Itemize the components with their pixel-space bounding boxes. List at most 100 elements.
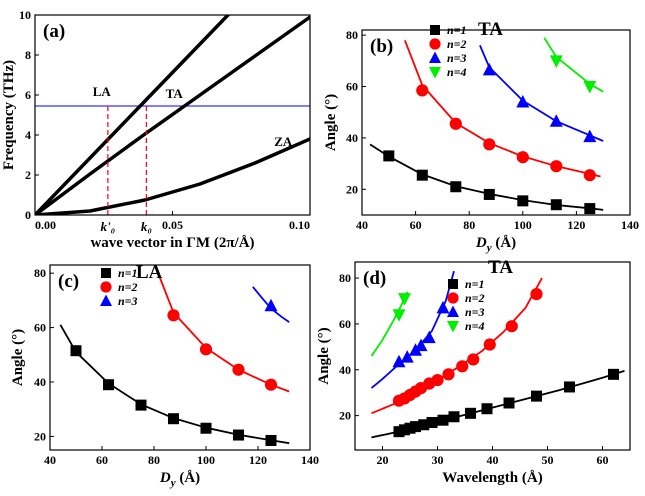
data-point [608, 368, 619, 380]
x-tick-label: 120 [567, 218, 585, 232]
y-axis-label: Angle (°) [316, 327, 332, 384]
legend-marker [448, 279, 458, 289]
y-tick-label: 80 [339, 271, 351, 285]
legend-label: n=3 [118, 294, 138, 308]
data-point [431, 373, 444, 387]
marker-label: k'₀ [101, 219, 116, 234]
data-point [265, 434, 277, 446]
data-point [199, 343, 213, 356]
data-point [103, 379, 114, 391]
data-point [456, 360, 469, 373]
data-point [483, 188, 495, 200]
data-point [584, 203, 596, 215]
y-tick-label: 40 [346, 131, 358, 145]
fit-curve [543, 37, 604, 93]
legend-marker [447, 292, 459, 304]
y-tick-label: 60 [346, 80, 358, 94]
y-tick-label: 40 [339, 363, 351, 377]
axes-frame [354, 261, 631, 451]
legend-label: n=1 [118, 266, 138, 280]
fit-curve [158, 275, 290, 393]
data-point [422, 330, 436, 344]
data-point [531, 390, 542, 402]
x-tick-label: 40 [356, 218, 368, 232]
y-tick-label: 20 [339, 409, 351, 423]
x-tick-label: 60 [597, 453, 609, 467]
chart-title: TA [488, 257, 513, 278]
x-tick-label: 60 [410, 218, 422, 232]
data-point [549, 55, 563, 68]
x-axis-label-unit: (Å) [492, 235, 517, 251]
chart-panel-d: 20 30 40 50 60 20 40 60 80 (d) Angle (°) Wavelength… [316, 257, 631, 486]
legend-marker [430, 25, 440, 35]
data-point [583, 81, 597, 94]
curve-annotation: LA [93, 84, 112, 99]
curve-annotation: ZA [274, 134, 293, 149]
plot-area [35, 15, 310, 215]
data-point [200, 422, 212, 434]
data-point [530, 287, 543, 301]
plot-area [369, 37, 604, 215]
x-axis-label: Wavelength (Å) [442, 470, 542, 486]
x-axis-label-var: D [159, 470, 171, 486]
legend-marker [429, 67, 441, 79]
data-point [264, 298, 278, 312]
plot-area [370, 270, 625, 439]
chart-title: LA [136, 262, 163, 283]
y-tick-label: 20 [346, 182, 358, 196]
x-tick-label: 50 [542, 453, 554, 467]
data-point [481, 403, 493, 415]
chart-title: TA [478, 19, 503, 40]
x-tick-label: 40 [44, 453, 56, 467]
panel-label: (a) [43, 21, 65, 42]
data-point [436, 300, 450, 314]
data-point [503, 397, 515, 409]
series-line-la [35, 15, 231, 215]
y-tick-label: 6 [25, 88, 31, 102]
data-point [398, 293, 411, 306]
legend-marker [101, 268, 111, 278]
data-point [392, 309, 406, 322]
y-tick-label: 0 [25, 208, 31, 222]
x-tick-label: 60 [96, 453, 108, 467]
legend-marker [429, 38, 441, 50]
data-point [418, 419, 430, 431]
fit-curve [370, 291, 409, 357]
data-point [448, 411, 460, 423]
data-point [410, 421, 421, 433]
data-point [233, 429, 244, 441]
data-point [416, 84, 429, 97]
data-point [467, 353, 480, 366]
legend-label: n=2 [465, 291, 485, 305]
data-point [550, 199, 562, 211]
x-tick-label: 80 [148, 453, 160, 467]
data-point [465, 407, 476, 419]
x-axis-label-sub: y [485, 242, 492, 254]
y-tick-label: 40 [34, 375, 46, 389]
x-axis-label-var: D [475, 235, 487, 251]
y-axis-label: Frequency (THz) [1, 60, 17, 170]
x-axis-label-sub: y [169, 477, 176, 489]
legend-label: n=3 [465, 305, 485, 319]
data-point [482, 62, 496, 76]
x-tick-label: 100 [197, 453, 215, 467]
legend-label: n=1 [465, 277, 485, 291]
legend-label: n=1 [447, 23, 467, 37]
y-axis-label: Angle (°) [323, 94, 339, 151]
data-point [517, 195, 529, 207]
data-point [516, 94, 530, 108]
x-tick-label: 40 [487, 453, 499, 467]
panel-label: (c) [58, 271, 79, 292]
data-point [232, 363, 245, 376]
x-tick-label: 100 [514, 218, 532, 232]
x-tick-label: 30 [432, 453, 444, 467]
axes-frame [361, 29, 631, 216]
series-line-za [35, 137, 310, 215]
data-point [383, 150, 395, 162]
x-axis-label: Dy (Å) [159, 470, 200, 489]
data-point [583, 169, 596, 182]
data-point [168, 413, 179, 425]
data-point [70, 345, 82, 357]
fit-curve [479, 45, 604, 142]
